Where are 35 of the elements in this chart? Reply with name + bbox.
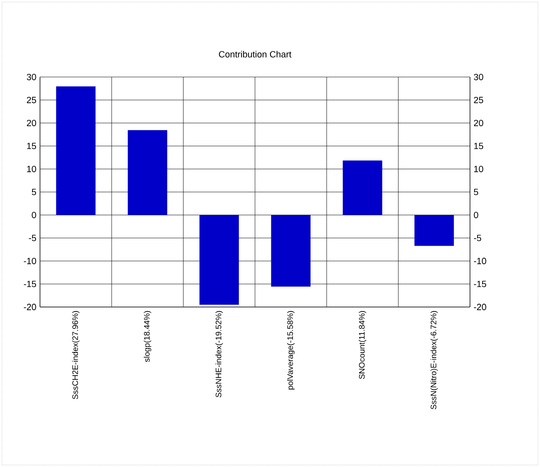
y2-tick-label: 5 [474,188,478,196]
y2-tick-label: 15 [474,142,484,150]
y-tick-label: 0 [32,212,36,218]
y-tick-label: 15 [27,142,36,150]
x-tick-label: SssNHE-index(-19.52%) [215,311,223,398]
x-tick-label: SssN(Nitro)E-index(-6.72%) [430,311,438,410]
y2-tick-label: -20 [474,304,486,310]
y-tick-label: 10 [27,166,36,172]
y-tick-label: 30 [26,74,36,80]
x-tick-label: SNOcount(11.84%) [358,311,366,379]
x-tick-label: SssCH2E-index(27.96%) [72,311,80,400]
y2-tick-label: 25 [474,96,484,104]
y2-tick-label: 20 [474,120,484,126]
y-tick-label: -5 [28,234,36,242]
y2-tick-label: -10 [474,258,486,264]
chart-title: Contribution Chart [218,50,292,58]
y2-tick-label: -15 [474,280,486,288]
x-tick-label: polVaverage(-15.58%) [287,311,295,390]
bar [414,215,454,246]
y-tick-label: 5 [32,188,36,196]
y2-tick-label: 0 [474,212,478,218]
bar [199,215,239,305]
y-tick-label: 20 [26,120,36,126]
x-tick-label: slogp(18.44%) [144,311,152,362]
y2-tick-label: 10 [474,166,484,172]
bar [342,160,382,216]
y-tick-label: -15 [24,280,36,288]
y-tick-label: -10 [24,258,36,264]
y2-tick-label: -5 [474,234,482,242]
bar [128,130,168,216]
y-tick-label: 25 [26,96,36,104]
bar [271,215,311,287]
y2-tick-label: 30 [474,74,484,80]
y-tick-label: -20 [24,304,36,310]
bar [56,86,96,216]
